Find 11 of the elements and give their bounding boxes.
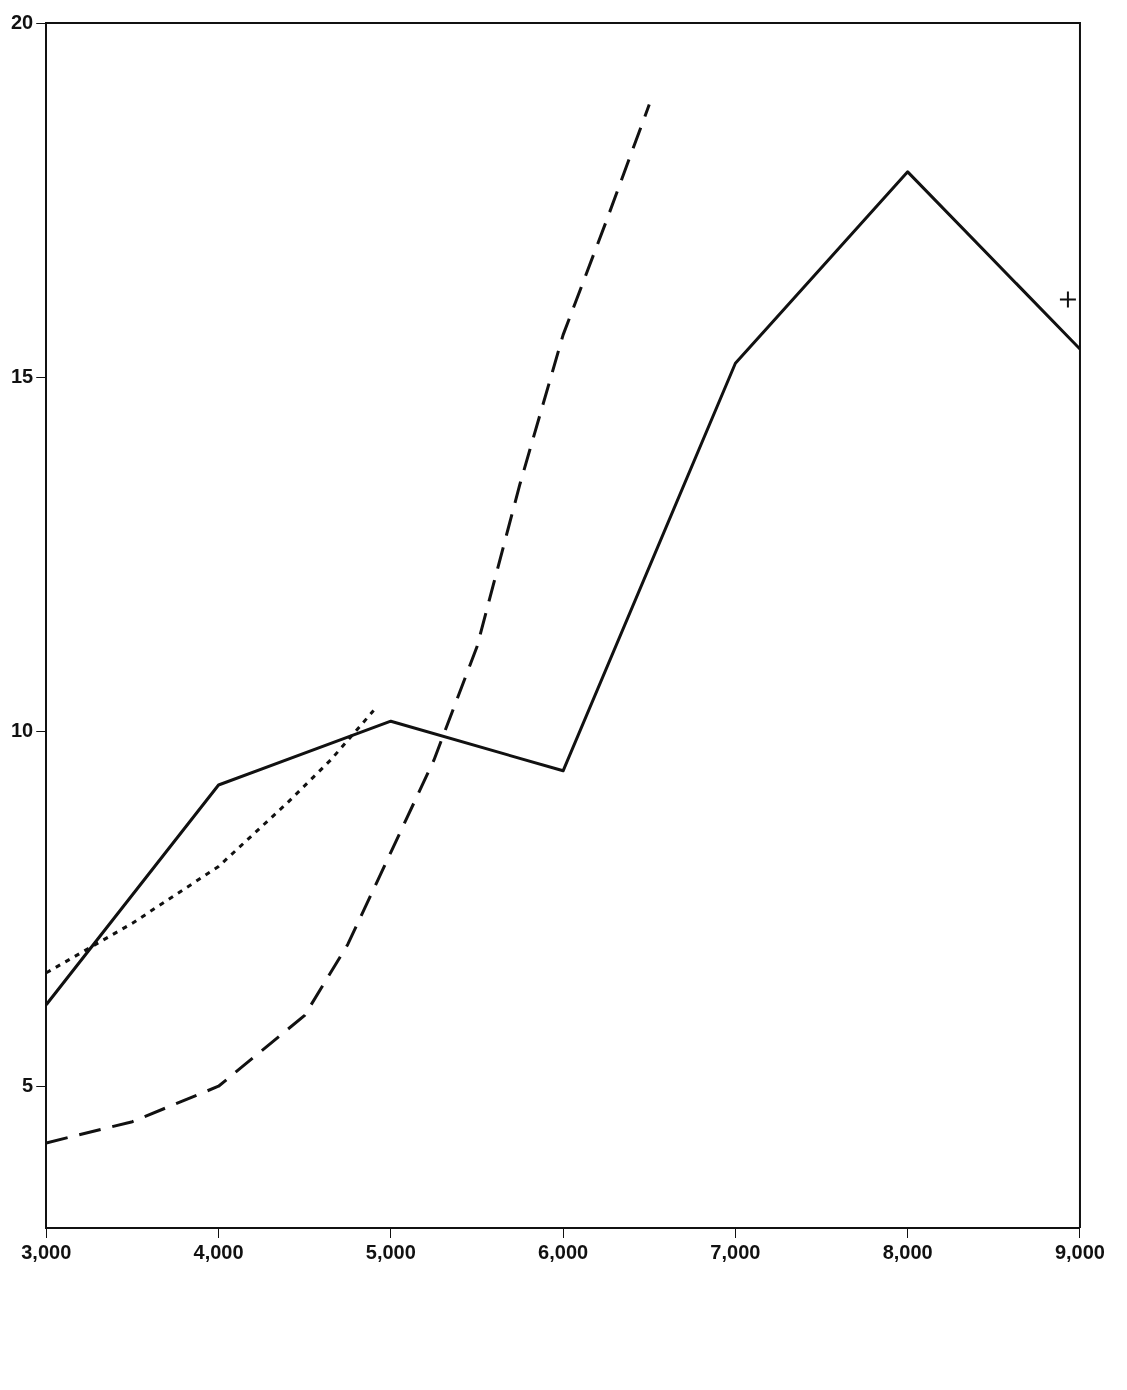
- x-tick-label: 5,000: [365, 1240, 416, 1263]
- x-tick-label: 7,000: [710, 1240, 761, 1263]
- y-tick-label: 15: [11, 364, 34, 387]
- y-tick-label: 20: [11, 10, 34, 33]
- x-tick-label: 9,000: [1054, 1240, 1106, 1263]
- x-tick-label: 4,000: [193, 1240, 244, 1263]
- x-tick-label: 8,000: [882, 1240, 933, 1263]
- y-tick-label: 5: [22, 1073, 34, 1096]
- x-tick-label: 6,000: [538, 1240, 589, 1263]
- y-tick-label: 10: [11, 719, 34, 742]
- x-tick-label: 3,000: [21, 1240, 72, 1263]
